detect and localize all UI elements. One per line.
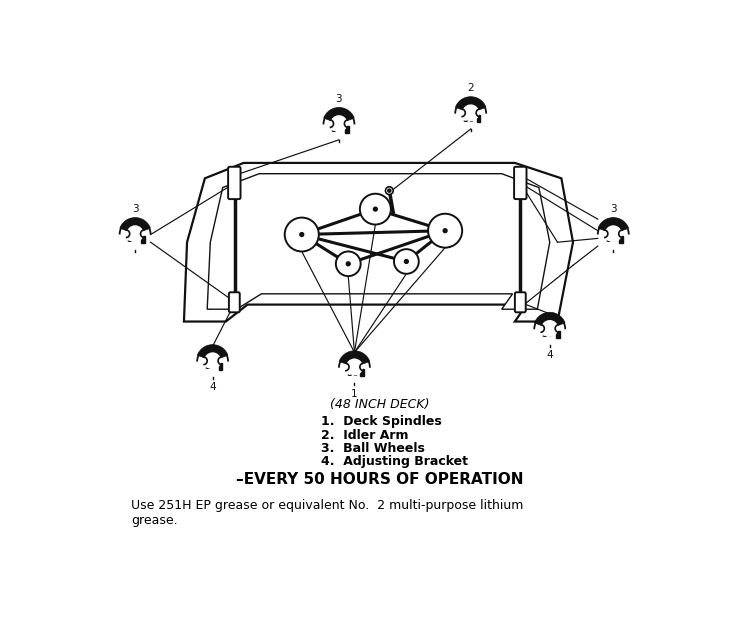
Circle shape [346, 262, 350, 266]
Bar [477, 115, 480, 122]
Circle shape [285, 218, 319, 252]
Wedge shape [598, 218, 628, 234]
Text: –EVERY 50 HOURS OF OPERATION: –EVERY 50 HOURS OF OPERATION [235, 472, 523, 488]
Wedge shape [456, 98, 486, 114]
Wedge shape [534, 312, 565, 328]
Circle shape [405, 259, 408, 263]
Bar [556, 331, 559, 337]
Circle shape [360, 194, 391, 224]
Text: 3: 3 [610, 204, 616, 213]
Text: (48 INCH DECK): (48 INCH DECK) [329, 397, 429, 411]
Wedge shape [339, 351, 370, 367]
Text: 50: 50 [541, 330, 554, 339]
Text: 4: 4 [546, 350, 553, 360]
Text: 50: 50 [346, 369, 358, 378]
Wedge shape [198, 346, 228, 362]
Text: 4.  Adjusting Bracket: 4. Adjusting Bracket [321, 455, 468, 468]
Bar [360, 369, 364, 376]
Text: 2.  Idler Arm: 2. Idler Arm [321, 429, 408, 442]
Polygon shape [184, 163, 573, 321]
FancyBboxPatch shape [514, 167, 526, 199]
Wedge shape [324, 109, 354, 125]
Text: Use 251H EP grease or equivalent No.  2 multi-purpose lithium
grease.: Use 251H EP grease or equivalent No. 2 m… [131, 498, 524, 527]
Text: 50: 50 [127, 235, 139, 245]
Bar [141, 236, 145, 243]
Text: 3: 3 [336, 94, 343, 104]
Circle shape [462, 104, 480, 121]
Wedge shape [534, 314, 565, 329]
Wedge shape [198, 344, 228, 361]
Wedge shape [120, 218, 150, 234]
Wedge shape [598, 219, 628, 235]
Circle shape [428, 213, 462, 248]
Circle shape [331, 115, 348, 132]
Circle shape [443, 229, 447, 233]
Circle shape [204, 352, 221, 369]
Circle shape [394, 249, 419, 273]
Circle shape [374, 207, 377, 211]
Text: 1: 1 [352, 389, 357, 399]
Circle shape [386, 187, 393, 194]
Bar [345, 126, 349, 133]
FancyBboxPatch shape [515, 292, 525, 312]
Text: 50: 50 [605, 235, 617, 245]
Circle shape [127, 226, 144, 242]
Text: 2: 2 [468, 83, 474, 93]
Circle shape [388, 189, 391, 192]
Bar [218, 363, 223, 370]
FancyBboxPatch shape [228, 167, 240, 199]
Text: 50: 50 [462, 114, 474, 123]
Bar [619, 236, 623, 243]
Circle shape [605, 226, 622, 242]
Text: 3.  Ball Wheels: 3. Ball Wheels [321, 442, 425, 455]
Circle shape [541, 320, 558, 337]
Text: 1.  Deck Spindles: 1. Deck Spindles [321, 415, 442, 429]
Text: 3: 3 [132, 204, 138, 213]
Wedge shape [455, 96, 486, 113]
Wedge shape [323, 107, 354, 124]
Text: 4: 4 [209, 382, 216, 392]
Wedge shape [120, 219, 150, 235]
Circle shape [300, 233, 303, 236]
Text: 50: 50 [331, 125, 343, 134]
Wedge shape [339, 353, 370, 367]
Polygon shape [207, 174, 550, 309]
FancyBboxPatch shape [229, 292, 240, 312]
Text: 50: 50 [204, 362, 217, 371]
Circle shape [346, 358, 363, 376]
Circle shape [336, 252, 360, 276]
